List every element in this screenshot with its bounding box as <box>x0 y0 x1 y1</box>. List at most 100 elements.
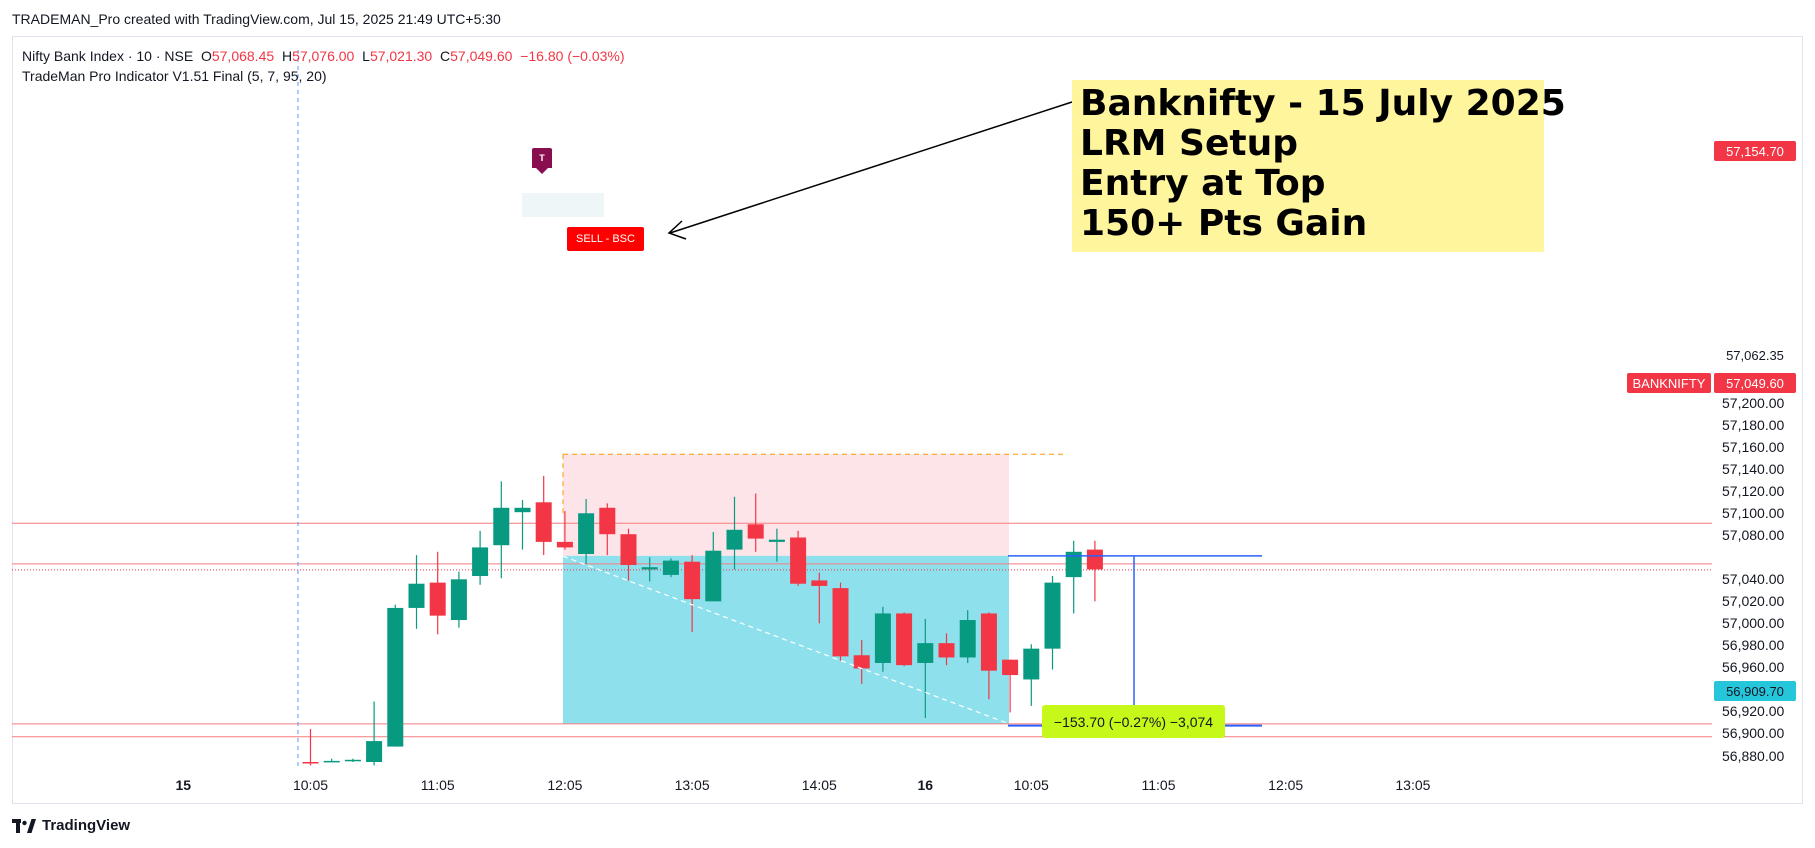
candle-body <box>1044 582 1061 649</box>
time-tick-label: 15 <box>175 777 192 793</box>
candle-body <box>874 613 891 663</box>
candle-body <box>450 579 467 621</box>
price-tick-label: 56,900.00 <box>1722 725 1785 742</box>
legend-high-label: H <box>281 48 293 64</box>
candle-body <box>726 529 743 550</box>
price-tick-label: 57,160.00 <box>1722 439 1785 456</box>
entry-price-tag: 57,062.35 <box>1714 345 1796 365</box>
annotation-line-1: Banknifty - 15 July 2025 <box>1080 83 1566 124</box>
legend-open-value: 57,068.45 <box>211 48 275 64</box>
legend-change: −16.80 (−0.03%) <box>520 48 625 64</box>
time-tick-label: 13:05 <box>674 777 710 793</box>
candle-body <box>1023 648 1040 680</box>
tradingview-logo[interactable]: TradingView <box>12 817 130 834</box>
price-tick-label: 56,920.00 <box>1722 703 1785 720</box>
time-tick-label: 16 <box>917 777 934 793</box>
candle-body <box>387 607 404 747</box>
candle-body <box>472 547 489 577</box>
price-tick-label: 57,000.00 <box>1722 615 1785 632</box>
candle-body <box>959 620 976 658</box>
time-tick-label: 12:05 <box>1268 777 1304 793</box>
candle-body <box>641 567 658 570</box>
candle-body <box>599 507 616 535</box>
candle-body <box>768 539 785 542</box>
legend-open-label: O <box>200 48 212 64</box>
annotation-line-2: LRM Setup <box>1080 123 1298 164</box>
chart-frame[interactable] <box>12 36 1803 804</box>
candle-body <box>917 643 934 663</box>
tradingview-logo-icon <box>12 818 36 833</box>
time-tick-label: 10:05 <box>1013 777 1049 793</box>
legend-low-value: 57,021.30 <box>369 48 433 64</box>
candle-body <box>344 759 361 762</box>
time-tick-label: 11:05 <box>1141 777 1176 793</box>
candle-body <box>408 583 425 608</box>
price-tick-label: 57,040.00 <box>1722 571 1785 588</box>
candle-body <box>811 580 828 586</box>
candle-body <box>896 613 913 666</box>
tradingview-brand: TradingView <box>42 817 131 834</box>
candle-body <box>366 741 383 763</box>
price-tick-label: 56,880.00 <box>1722 747 1785 764</box>
ghost-label-box <box>522 193 604 217</box>
legend-high-value: 57,076.00 <box>292 48 355 64</box>
candle-body <box>620 534 637 566</box>
candle-body <box>1065 551 1082 578</box>
candle-body <box>302 762 319 764</box>
candle-body <box>832 588 849 657</box>
price-tick-label: 57,200.00 <box>1722 395 1785 412</box>
candle-body <box>790 537 807 584</box>
candle-body <box>429 582 446 616</box>
legend-low-label: L <box>362 48 370 64</box>
legend-indicator[interactable]: TradeMan Pro Indicator V1.51 Final (5, 7… <box>22 68 327 84</box>
candle-body <box>556 541 573 548</box>
price-tick-label: 57,080.00 <box>1722 527 1785 544</box>
signal-marker-t[interactable]: T <box>532 148 552 174</box>
candle-body <box>323 760 340 763</box>
time-tick-label: 10:05 <box>292 777 329 793</box>
candle-body <box>1086 549 1103 570</box>
time-tick-label: 11:05 <box>420 777 455 793</box>
candle-body <box>1002 659 1019 676</box>
stop-loss-zone <box>563 454 1009 556</box>
candle-body <box>578 513 595 555</box>
stop-price-tag: 57,154.70 <box>1714 141 1796 161</box>
target-price-tag: 56,909.70 <box>1714 681 1796 701</box>
candle-body <box>535 502 552 542</box>
candle-body <box>684 561 701 600</box>
candle-body <box>493 507 510 546</box>
annotation-line-3: Entry at Top <box>1080 163 1326 204</box>
candle-body <box>662 560 679 575</box>
candle-body <box>853 655 870 669</box>
price-tick-label: 57,100.00 <box>1722 505 1785 522</box>
legend-close-label: C <box>440 48 451 64</box>
measure-result-label: −153.70 (−0.27%) −3,074 <box>1042 705 1225 738</box>
price-tick-label: 56,960.00 <box>1722 659 1785 676</box>
price-tick-label: 57,180.00 <box>1722 417 1785 434</box>
current-symbol-tag: BANKNIFTY <box>1627 373 1711 393</box>
candle-body <box>747 524 764 539</box>
legend-symbol[interactable]: Nifty Bank Index · 10 · NSE <box>22 48 194 64</box>
candle-body <box>705 550 722 602</box>
sell-signal-label[interactable]: SELL - BSC <box>567 227 644 251</box>
time-tick-label: 14:05 <box>801 777 837 793</box>
candle-body <box>938 643 955 658</box>
price-tick-label: 56,980.00 <box>1722 637 1785 654</box>
annotation-line-4: 150+ Pts Gain <box>1080 203 1368 244</box>
legend-close-value: 57,049.60 <box>450 48 513 64</box>
time-tick-label: 13:05 <box>1395 777 1431 793</box>
price-tick-label: 57,140.00 <box>1722 461 1785 478</box>
horizontal-levels <box>12 522 1712 738</box>
annotation-callout[interactable]: Banknifty - 15 July 2025 LRM Setup Entry… <box>1072 80 1566 252</box>
time-tick-label: 12:05 <box>547 777 583 793</box>
current-price-tag: 57,049.60 <box>1714 373 1796 393</box>
candles <box>302 475 1103 766</box>
position-zones <box>522 193 1009 724</box>
annotation-arrow-head <box>667 220 687 240</box>
chart-legend: Nifty Bank Index · 10 · NSE O57,068.45 H… <box>22 46 625 86</box>
chart-credit: TRADEMAN_Pro created with TradingView.co… <box>12 11 501 27</box>
candle-body <box>980 613 997 671</box>
trend-dashed-line <box>562 555 1010 725</box>
annotation-arrow-line <box>669 101 1073 234</box>
